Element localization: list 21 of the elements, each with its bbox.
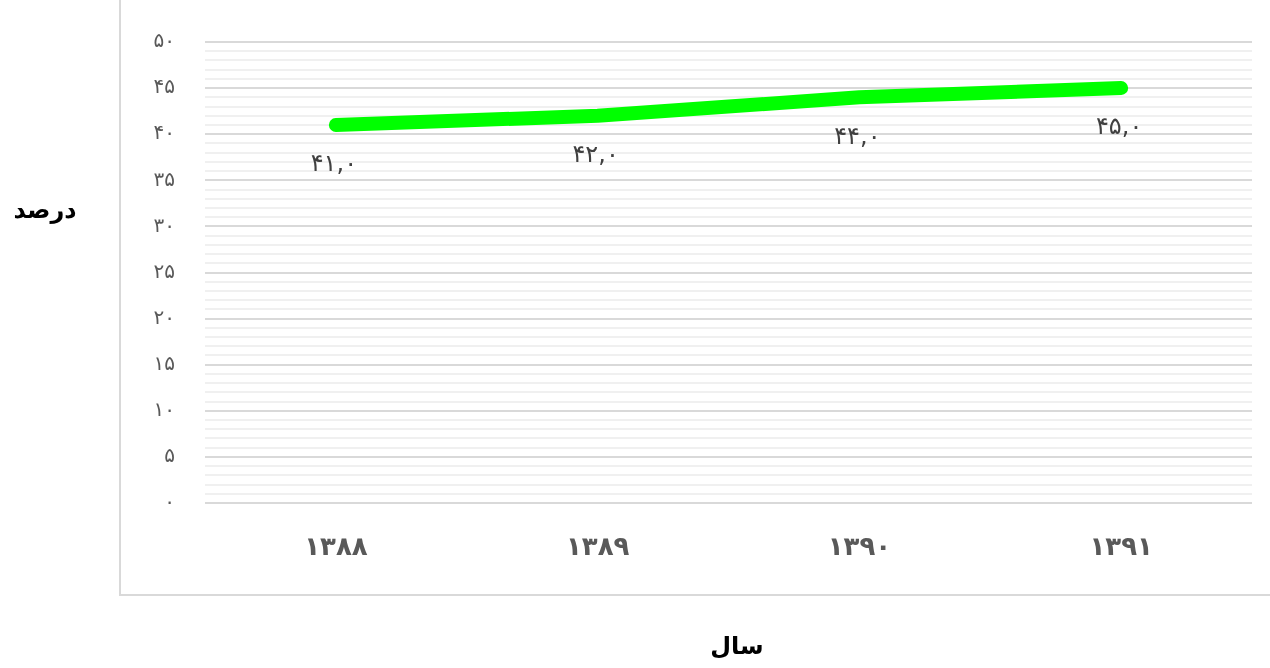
x-tick-label: ۱۳۸۸: [304, 531, 368, 562]
y-tick-label: ۱۰: [153, 397, 175, 421]
y-tick-label: ۲۰: [153, 304, 175, 329]
data-label: ۴۲,۰: [572, 139, 619, 168]
y-tick-label: ۳۵: [153, 166, 175, 191]
y-tick-label: ۴۵: [153, 74, 175, 99]
data-label: ۴۴,۰: [834, 121, 881, 150]
y-tick-label: ۳۰: [153, 212, 175, 237]
y-tick-label: ۰: [164, 489, 175, 514]
y-tick-label: ۴۰: [153, 120, 175, 145]
data-label: ۴۵,۰: [1095, 112, 1143, 141]
x-tick-label: ۱۳۸۹: [565, 531, 630, 562]
y-tick-label: ۵۰: [153, 28, 175, 53]
y-tick-label: ۲۵: [153, 258, 175, 283]
x-tick-label: ۱۳۹۰: [827, 531, 892, 562]
y-tick-label: ۵: [164, 443, 175, 468]
x-tick-label: ۱۳۹۱: [1089, 531, 1153, 562]
x-axis-title: سال: [710, 632, 764, 661]
y-tick-label: ۱۵: [153, 350, 175, 375]
y-axis-title: درصد: [13, 196, 77, 225]
data-label: ۴۱,۰: [310, 149, 358, 178]
